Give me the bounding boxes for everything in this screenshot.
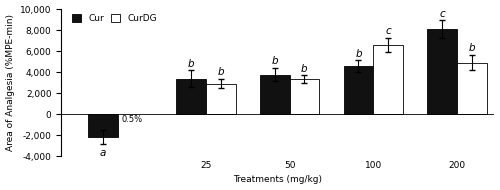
Text: c: c [386,26,391,36]
Bar [290,79,320,114]
Bar [176,79,206,114]
Legend: Cur, CurDG: Cur, CurDG [70,12,159,25]
X-axis label: Treatments (mg/kg): Treatments (mg/kg) [234,175,322,184]
Y-axis label: Area of Analgesia (%MPE-min): Area of Analgesia (%MPE-min) [6,14,15,151]
Bar [206,84,236,114]
Bar [374,45,403,114]
Text: b: b [355,49,362,59]
Text: b: b [469,43,476,53]
Text: b: b [188,59,194,69]
Text: a: a [100,148,106,158]
Text: b: b [218,67,224,77]
Text: 0.5%: 0.5% [122,115,143,124]
Bar [260,75,290,114]
Bar [428,29,457,114]
Bar [88,114,118,137]
Text: b: b [301,64,308,74]
Text: c: c [440,9,445,18]
Bar [457,63,487,114]
Bar [344,66,374,114]
Text: b: b [272,56,278,66]
